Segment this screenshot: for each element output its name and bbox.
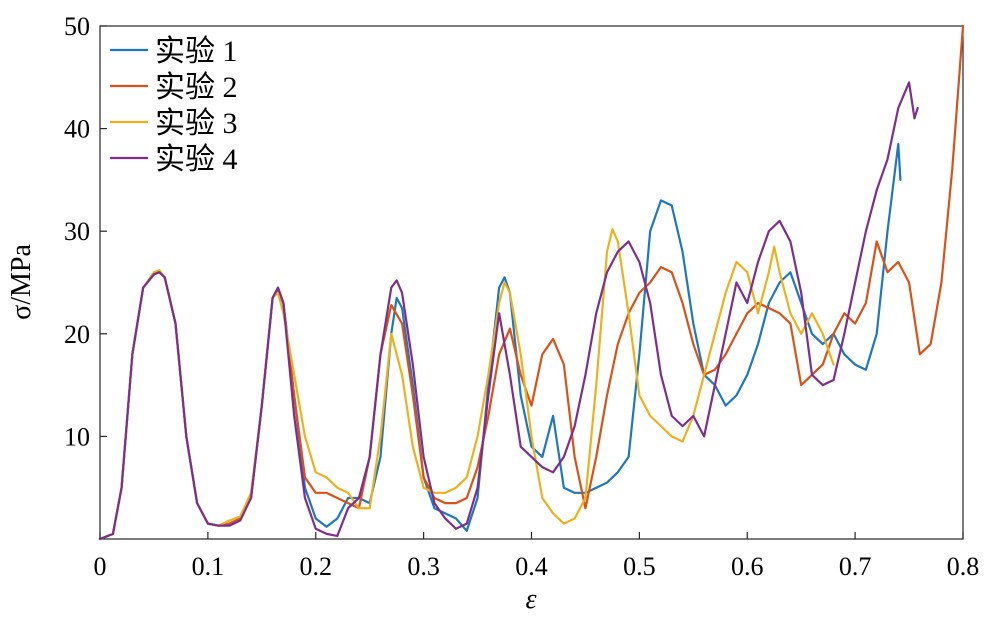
y-tick-label: 30: [64, 217, 90, 246]
legend-label-3: 实验 3: [155, 107, 238, 140]
x-tick-label: 0.1: [192, 552, 225, 581]
plot-area: [99, 25, 964, 540]
series-line-2: [98, 24, 965, 541]
x-tick-label: 0.3: [407, 552, 440, 581]
x-tick-label: 0.7: [839, 552, 872, 581]
y-tick-label: 10: [64, 422, 90, 451]
x-tick-label: 0: [94, 552, 107, 581]
series-line-4: [98, 81, 919, 541]
x-tick-label: 0.4: [515, 552, 548, 581]
y-tick-label: 50: [64, 12, 90, 41]
x-tick-label: 0.2: [300, 552, 333, 581]
y-tick-label: 20: [64, 320, 90, 349]
y-axis-ticks: 10 20 30 40 50: [64, 12, 107, 451]
y-tick-label: 40: [64, 115, 90, 144]
series-layer: [98, 24, 965, 541]
legend: 实验 1实验 2实验 3实验 4: [110, 35, 238, 176]
x-axis-ticks: 0 0.1 0.2 0.3 0.4 0.5 0.6 0.7 0.8: [94, 532, 980, 581]
x-axis-title: ε: [525, 584, 536, 615]
x-tick-label: 0.6: [731, 552, 764, 581]
x-tick-label: 0.8: [947, 552, 980, 581]
y-axis-title: σ/MPa: [6, 244, 37, 320]
legend-label-2: 实验 2: [155, 71, 238, 104]
x-tick-label: 0.5: [623, 552, 656, 581]
legend-label-1: 实验 1: [155, 35, 238, 68]
legend-label-4: 实验 4: [155, 143, 238, 176]
